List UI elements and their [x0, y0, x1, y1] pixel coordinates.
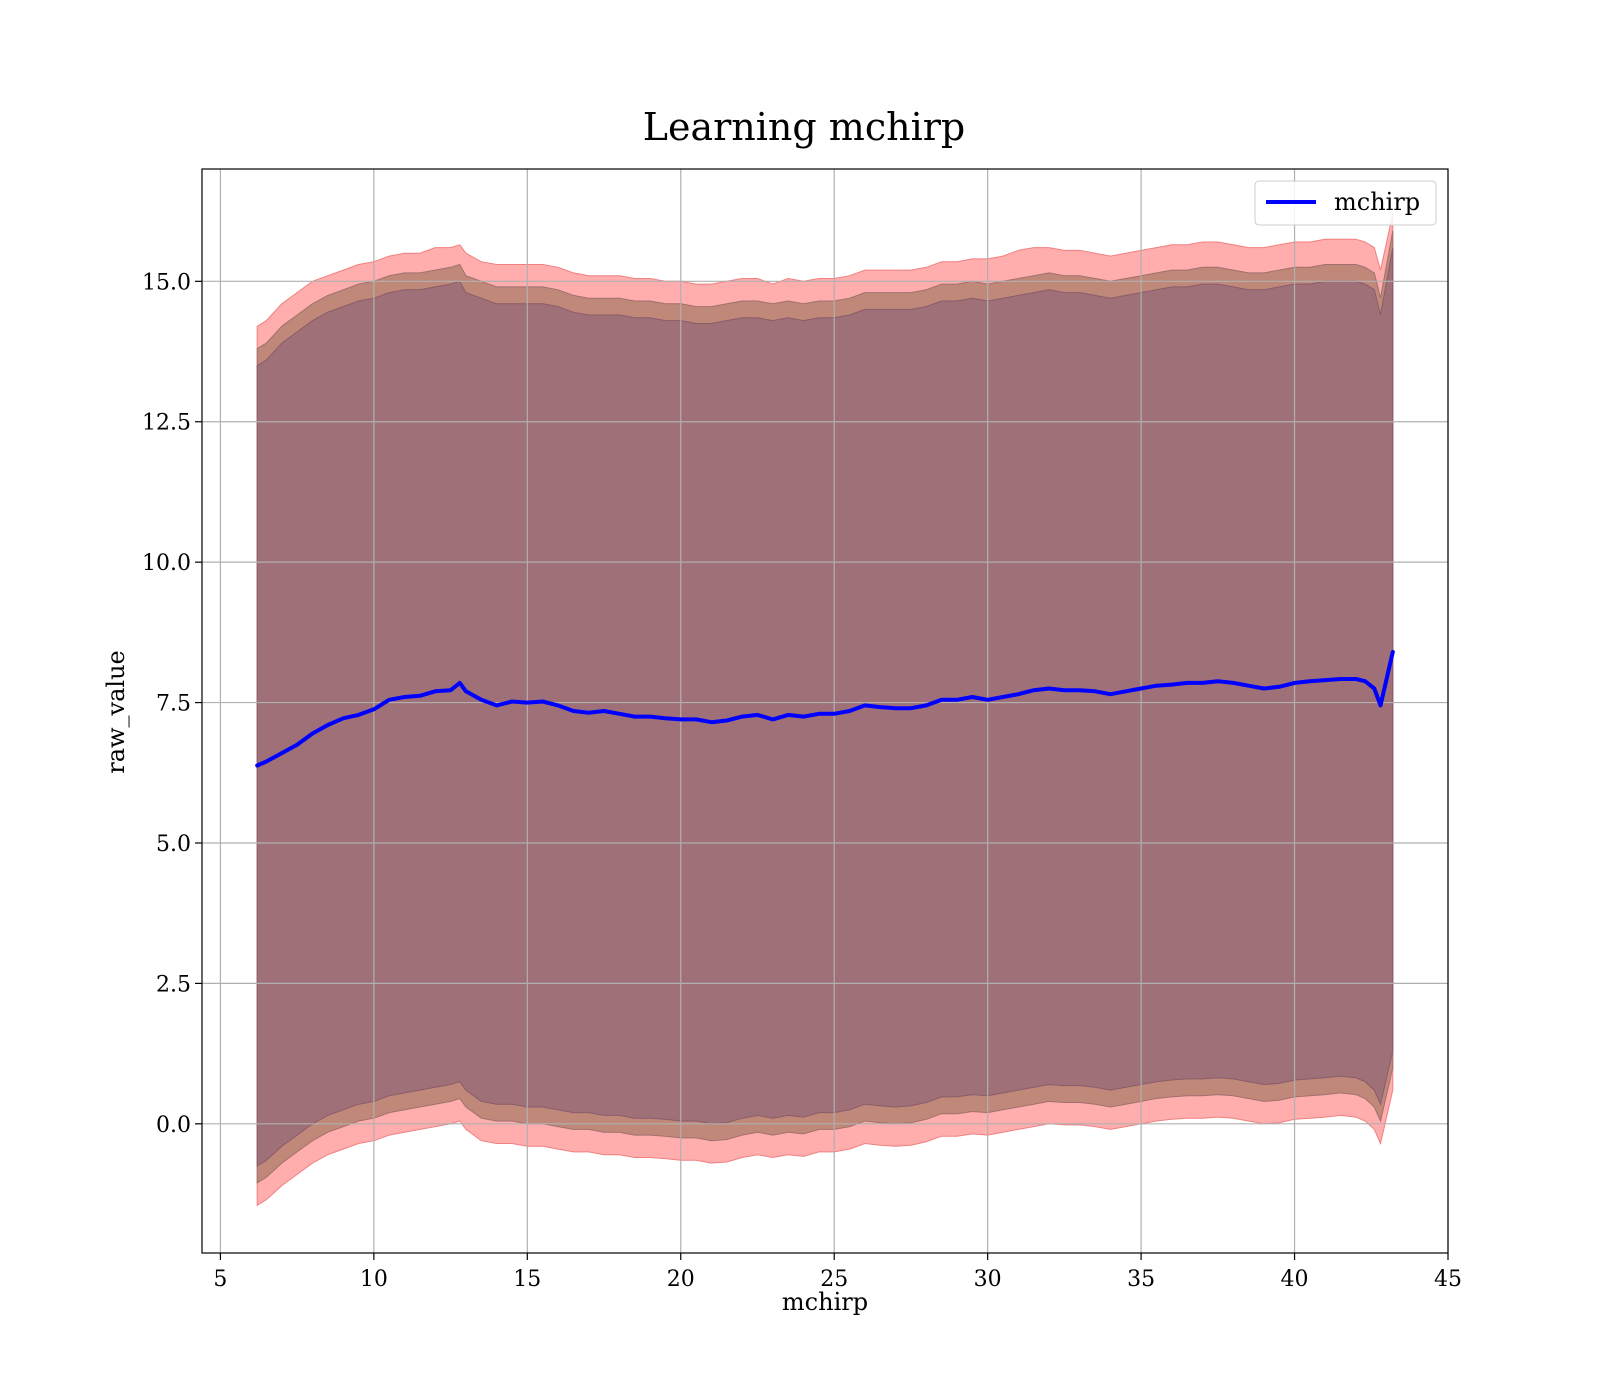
legend-box: [1254, 180, 1437, 226]
y-tick-label: 0.0: [156, 1113, 191, 1138]
x-tick-label: 20: [667, 1267, 695, 1292]
x-tick-label: 40: [1281, 1267, 1309, 1292]
series-layer: [255, 650, 1395, 768]
chart-title: Learning mchirp: [643, 105, 965, 149]
y-tick-label: 10.0: [142, 551, 191, 576]
x-tick-label: 35: [1127, 1267, 1155, 1292]
x-tick-label: 45: [1434, 1267, 1462, 1292]
x-axis-ticks: 5 10 15 20 25 30 35 40 45: [213, 1253, 1462, 1292]
x-tick-label: 5: [213, 1267, 227, 1292]
y-tick-label: 15.0: [142, 270, 191, 295]
y-tick-label: 12.5: [142, 411, 191, 436]
y-axis-ticks: 0.0 2.5 5.0 7.5 10.0 12.5 15.0: [142, 270, 202, 1138]
y-axis-label: raw_value: [102, 650, 130, 774]
x-tick-label: 25: [820, 1267, 848, 1292]
x-tick-label: 30: [974, 1267, 1002, 1292]
plot-frame: [201, 168, 1449, 1254]
band-inner: [256, 247, 1394, 1167]
y-tick-label: 7.5: [156, 692, 191, 717]
series-line-mchirp: [255, 650, 1395, 768]
x-tick-label: 15: [513, 1267, 541, 1292]
legend: mchirp: [1254, 180, 1437, 226]
y-tick-label: 2.5: [156, 972, 191, 997]
confidence-bands: [256, 213, 1394, 1207]
legend-entry-mchirp: mchirp: [1334, 188, 1420, 216]
x-tick-label: 10: [360, 1267, 388, 1292]
x-axis-label: mchirp: [782, 1288, 868, 1316]
y-tick-label: 5.0: [156, 832, 191, 857]
